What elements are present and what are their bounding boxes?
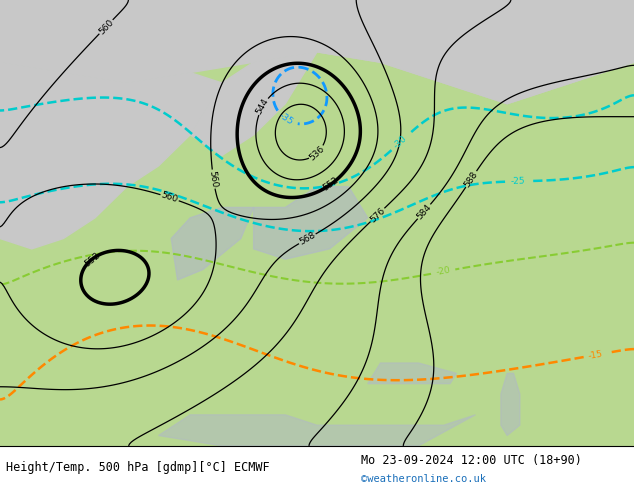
Polygon shape	[0, 62, 222, 249]
Text: 568: 568	[297, 231, 317, 247]
Text: -20: -20	[435, 266, 451, 277]
Polygon shape	[254, 187, 368, 259]
Polygon shape	[368, 363, 456, 384]
Polygon shape	[190, 52, 317, 155]
Text: 560: 560	[160, 191, 179, 205]
Text: 584: 584	[415, 202, 433, 221]
Text: 560: 560	[208, 170, 219, 188]
Text: ©weatheronline.co.uk: ©weatheronline.co.uk	[361, 474, 486, 484]
Text: 552: 552	[82, 250, 101, 268]
Text: -35: -35	[278, 112, 295, 127]
Polygon shape	[285, 0, 634, 104]
Polygon shape	[0, 0, 634, 104]
Text: 552: 552	[321, 176, 340, 193]
Text: 576: 576	[368, 206, 387, 224]
Text: 536: 536	[307, 144, 327, 162]
Text: 544: 544	[255, 97, 271, 116]
Polygon shape	[501, 373, 520, 436]
Text: 588: 588	[463, 170, 480, 189]
Text: -25: -25	[510, 177, 525, 186]
Text: Mo 23-09-2024 12:00 UTC (18+90): Mo 23-09-2024 12:00 UTC (18+90)	[361, 454, 582, 467]
Text: 560: 560	[97, 18, 115, 36]
Polygon shape	[171, 207, 254, 280]
Text: Height/Temp. 500 hPa [gdmp][°C] ECMWF: Height/Temp. 500 hPa [gdmp][°C] ECMWF	[6, 462, 270, 474]
Text: -15: -15	[588, 349, 604, 361]
Polygon shape	[158, 415, 476, 446]
Text: -30: -30	[392, 133, 409, 150]
